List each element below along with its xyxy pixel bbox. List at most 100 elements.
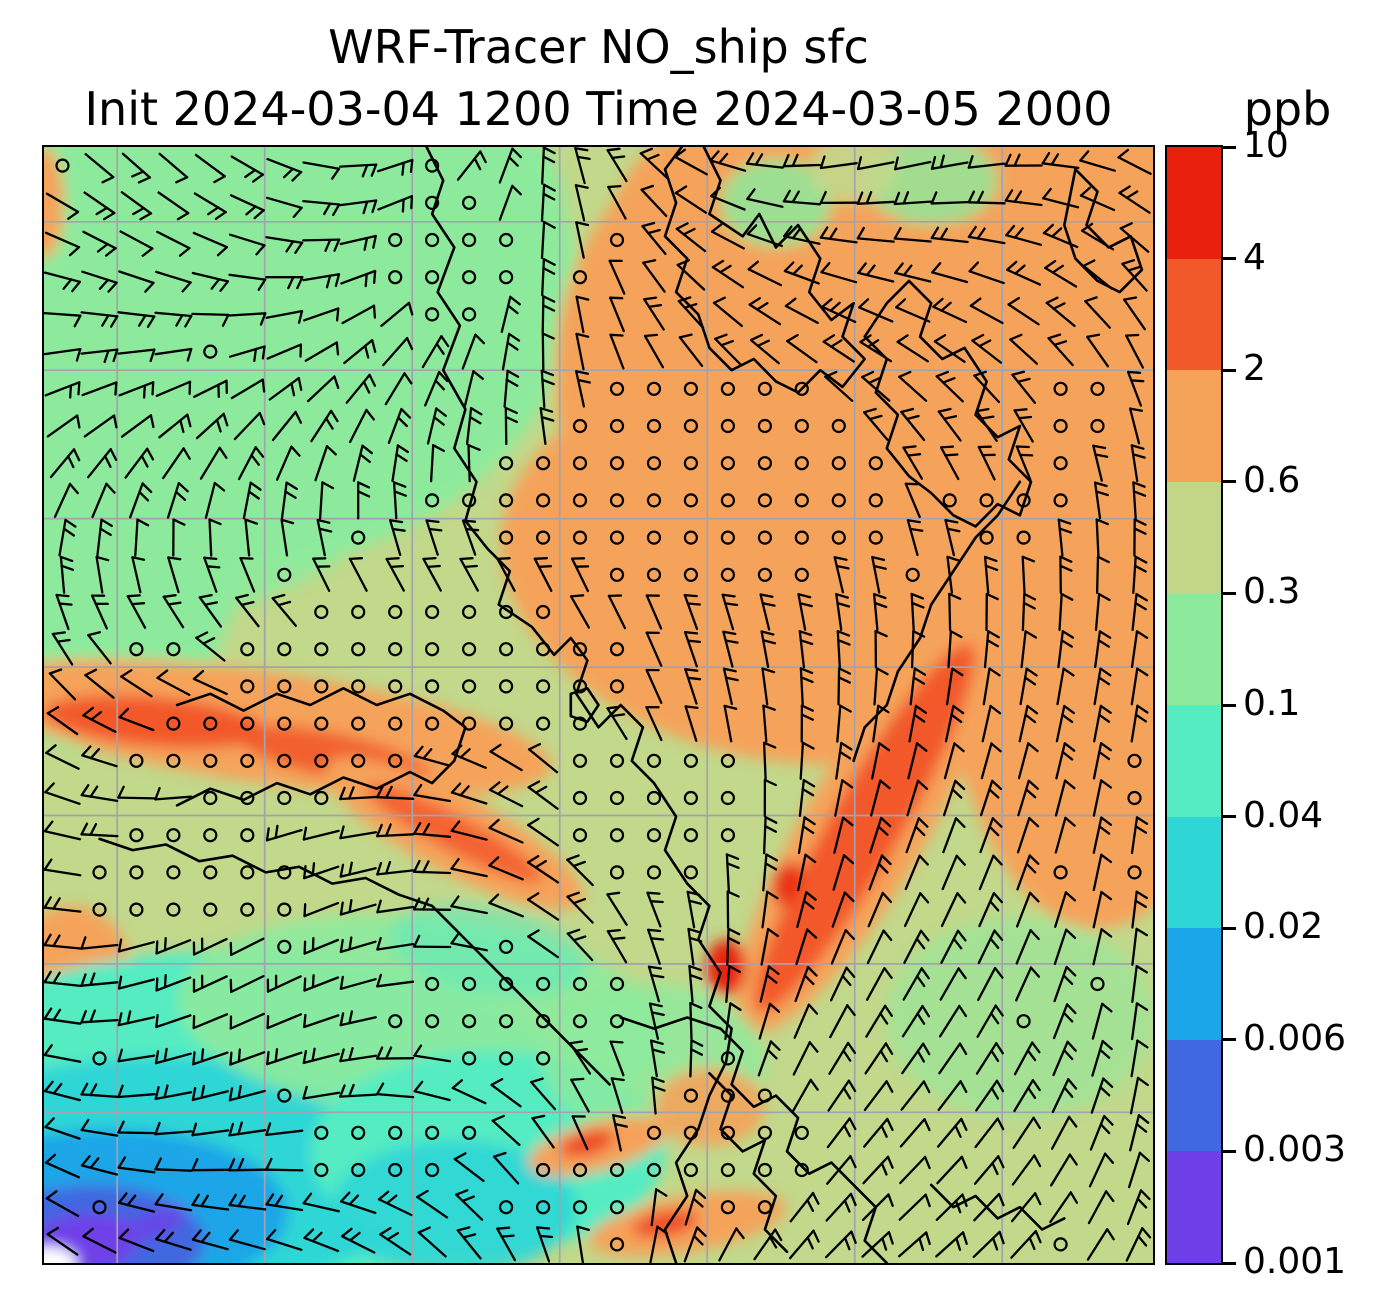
wind-barb — [782, 200, 821, 206]
wind-barb-tick — [433, 416, 445, 426]
wind-barb — [871, 555, 881, 594]
wind-barb-tick — [958, 1042, 968, 1056]
wind-barb-tick — [1034, 1230, 1042, 1244]
wind-barb-tick — [925, 1231, 931, 1246]
wind-barb-tick — [348, 786, 355, 800]
wind-barb-tick — [1062, 1048, 1074, 1061]
wind-barb-tick — [488, 893, 500, 905]
wind-barb — [55, 593, 70, 631]
wind-barb — [120, 414, 153, 438]
wind-barb — [531, 1117, 555, 1149]
wind-barb — [978, 891, 996, 928]
wind-barb — [455, 1193, 484, 1221]
wind-barb-tick — [915, 742, 928, 752]
wind-barb — [576, 1225, 584, 1263]
colorbar-tick-label: 2 — [1243, 348, 1266, 390]
calm-wind-circle — [572, 790, 588, 806]
wind-barb-tick — [332, 203, 341, 217]
wind-barb-tick — [44, 1044, 53, 1057]
wind-barb-tick — [761, 602, 776, 607]
wind-barb-tick — [806, 965, 818, 977]
wind-barb — [339, 199, 378, 207]
wind-barb-tick — [1044, 259, 1057, 270]
wind-barb — [339, 903, 377, 916]
wind-barb-tick — [163, 1047, 168, 1062]
wind-barb-tick — [253, 209, 265, 220]
wind-barb — [791, 1078, 812, 1113]
wind-barb-tick — [802, 825, 815, 835]
wind-barb-tick — [80, 936, 87, 950]
wind-barb-tick — [488, 856, 500, 867]
wind-barb-tick — [1134, 601, 1147, 611]
wind-barb-tick — [303, 1228, 315, 1240]
wind-barb-tick — [1006, 260, 1018, 271]
wind-barb-tick — [139, 212, 153, 221]
wind-barb — [870, 779, 882, 817]
wind-barb — [131, 556, 142, 594]
wind-barb — [1128, 407, 1141, 445]
wind-barb-tick — [131, 170, 145, 178]
wind-barb-tick — [806, 1236, 814, 1250]
wind-barb — [749, 338, 780, 365]
calm-wind-circle — [425, 493, 440, 508]
wind-barb — [1088, 1152, 1107, 1188]
wind-barb-tick — [920, 967, 930, 980]
wind-barb-tick — [364, 344, 370, 359]
wind-barb — [339, 1016, 377, 1027]
wind-barb-tick — [986, 639, 1000, 648]
calm-wind-circle — [794, 418, 809, 434]
calm-wind-circle — [572, 530, 588, 545]
wind-barb-tick — [939, 227, 949, 241]
calm-wind-circle — [905, 567, 920, 582]
wind-barb — [566, 932, 594, 962]
calm-wind-circle — [425, 307, 440, 322]
wind-barb-tick — [821, 297, 833, 309]
wind-barb — [376, 796, 415, 800]
wind-barb-tick — [801, 741, 815, 750]
wind-barb — [58, 518, 67, 557]
wind-barb-tick — [960, 1155, 968, 1170]
calm-wind-circle — [646, 456, 662, 471]
wind-barb-tick — [879, 1049, 889, 1063]
wind-barb-tick — [216, 245, 229, 257]
wind-barb — [154, 1168, 193, 1172]
wind-barb-tick — [428, 527, 443, 532]
wind-barb-tick — [490, 1077, 504, 1087]
wind-barb — [975, 1079, 999, 1112]
wind-barb — [1131, 927, 1138, 966]
wind-barb-tick — [840, 741, 853, 751]
wind-barb-tick — [101, 314, 110, 327]
calm-wind-circle — [462, 642, 477, 657]
wind-barb — [866, 929, 885, 965]
wind-barb-tick — [120, 669, 133, 678]
wind-barb-tick — [914, 825, 926, 837]
calm-wind-circle — [536, 976, 551, 992]
wind-barb-tick — [505, 378, 519, 387]
wind-barb-tick — [837, 639, 851, 646]
wind-barb — [1044, 266, 1078, 288]
wind-barb-tick — [576, 378, 591, 384]
calm-wind-circle — [203, 716, 218, 731]
wind-barb — [792, 1041, 811, 1076]
lat-lon-grid — [44, 147, 1153, 1263]
wind-barb — [235, 596, 260, 628]
calm-wind-circle — [757, 1162, 773, 1178]
wind-barb-tick — [280, 518, 295, 525]
wind-barb-tick — [163, 1231, 174, 1243]
wind-barb — [977, 966, 997, 1002]
wind-barb-tick — [77, 381, 81, 396]
wind-barb-tick — [376, 1082, 385, 1096]
wind-barb — [195, 412, 225, 440]
wind-barb — [894, 271, 932, 283]
wind-barb-tick — [610, 1077, 625, 1082]
wind-barb — [80, 943, 119, 950]
wind-barb — [46, 712, 79, 736]
wind-barb — [856, 161, 895, 171]
wind-barb — [861, 1231, 891, 1258]
wind-barb-tick — [80, 1082, 89, 1096]
wind-barb-tick — [930, 191, 938, 205]
wind-barb-tick — [385, 860, 392, 875]
wind-barb — [266, 1051, 303, 1066]
wind-barb-tick — [131, 556, 146, 561]
calm-wind-circle — [572, 716, 588, 731]
